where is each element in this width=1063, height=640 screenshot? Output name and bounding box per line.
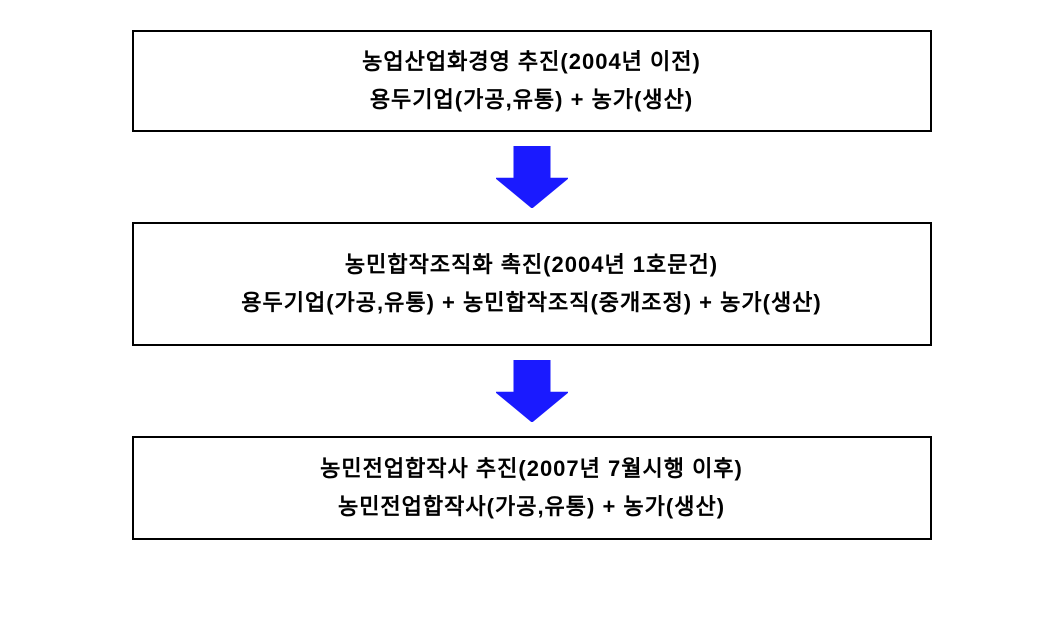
down-arrow-arrow2 [496,360,568,422]
flow-box-box2: 농민합작조직화 촉진(2004년 1호문건)용두기업(가공,유통) + 농민합작… [132,222,932,346]
box-text-line: 농업산업화경영 추진(2004년 이전) [362,43,701,81]
box-text-line: 용두기업(가공,유통) + 농가(생산) [370,81,693,119]
box-text-line: 농민전업합작사(가공,유통) + 농가(생산) [338,488,725,526]
down-arrow-arrow1 [496,146,568,208]
flow-box-box3: 농민전업합작사 추진(2007년 7월시행 이후)농민전업합작사(가공,유통) … [132,436,932,540]
box-text-line: 용두기업(가공,유통) + 농민합작조직(중개조정) + 농가(생산) [241,284,822,322]
box-text-line: 농민전업합작사 추진(2007년 7월시행 이후) [320,450,743,488]
flow-box-box1: 농업산업화경영 추진(2004년 이전)용두기업(가공,유통) + 농가(생산) [132,30,932,132]
box-text-line: 농민합작조직화 촉진(2004년 1호문건) [345,246,718,284]
flow-diagram: 농업산업화경영 추진(2004년 이전)용두기업(가공,유통) + 농가(생산)… [132,30,932,540]
